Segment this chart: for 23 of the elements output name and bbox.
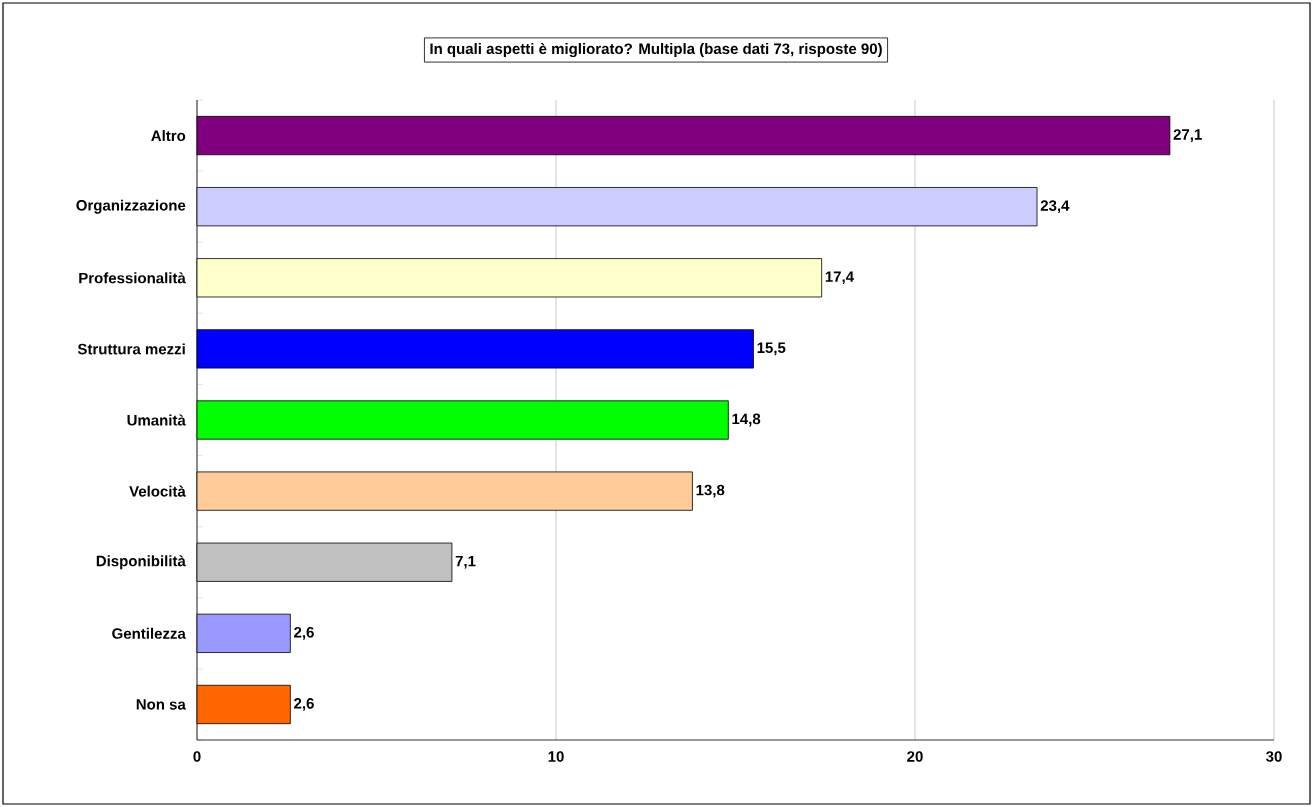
y-tick-label: Velocità [129,485,186,497]
y-tick-label: Gentilezza [112,627,186,639]
data-label: 15,5 [757,342,786,356]
x-tick-label: 30 [1266,751,1282,762]
data-label: 14,8 [732,413,761,427]
data-label: 13,8 [696,484,725,498]
x-tick-label: 10 [548,751,564,762]
data-label: 17,4 [825,271,854,285]
data-label: 2,6 [294,626,314,640]
y-tick-label: Altro [151,130,186,142]
y-tick-label: Non sa [136,699,186,710]
y-tick-label: Professionalità [79,272,186,284]
chart-title: In quali aspetti è migliorato? Multipla (base dati 73, risposte 90) [430,42,882,58]
y-tick-label: Umanità [127,414,186,426]
data-label: 23,4 [1040,200,1070,214]
data-label: 27,1 [1173,129,1202,142]
y-tick-label: Disponibilità [96,555,186,570]
y-tick-label: Organizzazione [76,199,186,214]
x-tick-label: 20 [907,751,923,762]
data-label: 7,1 [455,555,476,569]
x-tick-label: 0 [193,751,201,762]
data-label: 2,6 [294,698,314,711]
y-tick-label: Struttura mezzi [77,343,185,355]
